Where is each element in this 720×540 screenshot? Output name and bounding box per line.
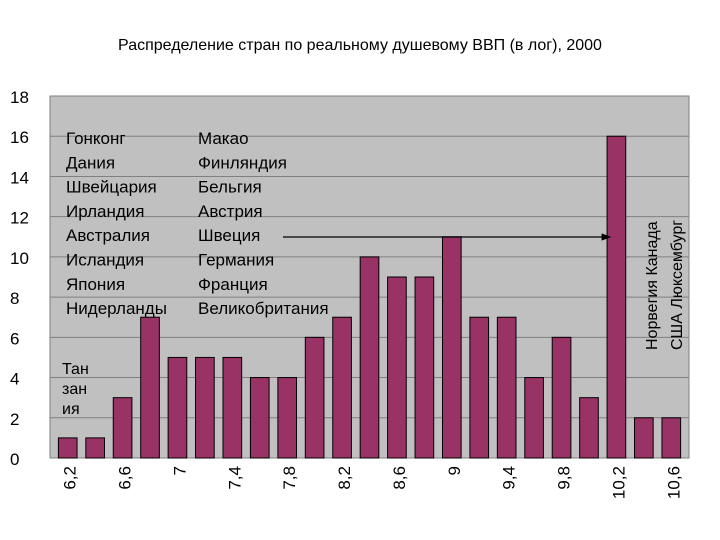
bar (579, 397, 599, 459)
bar (634, 417, 654, 459)
annotation-tanzania: Тан (62, 361, 89, 378)
bar (112, 397, 133, 459)
bar (661, 417, 682, 459)
y-tick-label: 16 (10, 128, 29, 147)
bar (140, 316, 160, 459)
annotation-right-country: Германия (198, 251, 274, 270)
x-tick-label: 9,8 (555, 466, 574, 490)
annotation-right-country: Франция (198, 275, 268, 294)
annotation-tanzania: зан (62, 381, 87, 398)
annotation-right-country: Великобритания (198, 299, 329, 318)
y-tick-label: 8 (10, 289, 19, 308)
annotation-top-countries: США Люксембург (669, 220, 686, 350)
bar (524, 377, 544, 459)
annotation-left-country: Ирландия (66, 202, 144, 221)
bar (496, 316, 517, 459)
x-tick-label: 9 (445, 466, 464, 475)
bar (57, 437, 78, 459)
bar (414, 276, 435, 459)
annotation-left-country: Нидерланды (66, 299, 167, 318)
annotation-left-country: Гонконг (66, 129, 126, 148)
bar (249, 377, 270, 459)
x-tick-label: 6,2 (61, 466, 80, 490)
bar (469, 316, 490, 459)
y-tick-label: 14 (10, 168, 29, 187)
bar (222, 356, 243, 459)
annotation-right-country: Бельгия (198, 178, 262, 197)
y-tick-label: 0 (10, 450, 19, 469)
x-tick-label: 6,6 (116, 466, 135, 490)
y-tick-label: 12 (10, 209, 29, 228)
x-tick-label: 10,2 (609, 466, 628, 499)
annotation-left-country: Дания (66, 153, 115, 172)
x-tick-label: 7 (170, 466, 189, 475)
annotation-right-country: Австрия (198, 202, 263, 221)
y-tick-label: 18 (10, 88, 29, 107)
annotation-left-country: Исландия (66, 251, 144, 270)
x-tick-label: 9,4 (500, 466, 519, 490)
annotation-right-country: Финляндия (198, 153, 287, 172)
y-tick-label: 4 (10, 370, 19, 389)
x-tick-label: 7,4 (225, 466, 244, 490)
y-tick-label: 6 (10, 329, 19, 348)
bar (441, 236, 462, 459)
bar (167, 356, 188, 459)
bar (387, 276, 407, 459)
annotation-left-country: Швейцария (66, 178, 157, 197)
bar (332, 316, 352, 459)
x-tick-label: 7,8 (280, 466, 299, 490)
bar (277, 377, 298, 459)
x-tick-label: 8,2 (335, 466, 354, 490)
bar (359, 256, 380, 459)
annotation-tanzania: ия (62, 401, 80, 418)
bar (85, 437, 105, 459)
annotation-left-country: Япония (66, 275, 125, 294)
annotation-top-countries: Норвегия Канада (644, 221, 661, 350)
y-tick-label: 2 (10, 410, 19, 429)
chart-title: Распределение стран по реальному душевом… (118, 37, 602, 54)
bar (195, 356, 215, 459)
annotation-left-country: Австралия (66, 226, 150, 245)
bar (606, 135, 627, 459)
y-tick-label: 10 (10, 249, 29, 268)
x-tick-label: 8,6 (390, 466, 409, 490)
annotation-right-country: Макао (198, 129, 249, 148)
x-tick-label: 10,6 (664, 466, 683, 499)
annotation-right-country: Швеция (198, 226, 260, 245)
bar (551, 336, 572, 459)
bar (304, 336, 325, 459)
